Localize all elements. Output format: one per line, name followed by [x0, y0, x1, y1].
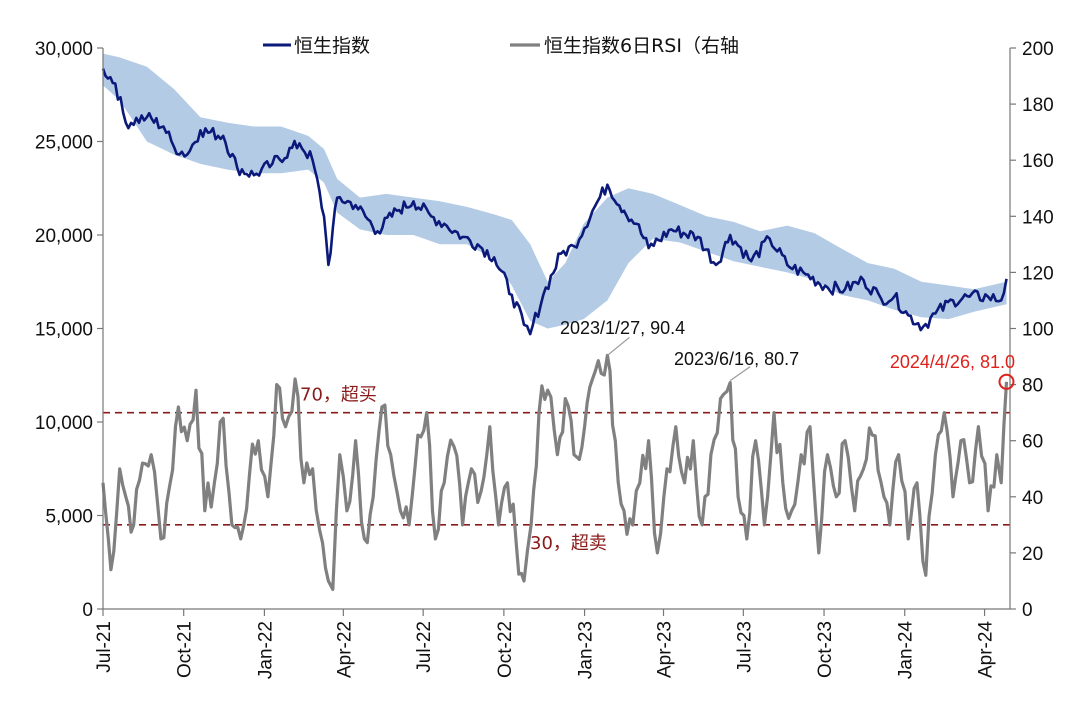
right-tick-label: 160: [1022, 151, 1054, 172]
x-tick-label: Jan-22: [255, 621, 276, 679]
annotation-leader: [606, 336, 630, 356]
band-layer: [103, 53, 1007, 329]
right-tick-label: 120: [1022, 263, 1054, 284]
right-tick-label: 180: [1022, 95, 1054, 116]
left-tick-label: 15,000: [35, 320, 93, 341]
axes-layer: 0 5,000 10,000 15,000 20,000 25,000 30,000 0 20 4…: [35, 39, 1054, 679]
threshold-label-70: 70，超买: [300, 385, 377, 406]
x-tick-label: Jul-21: [94, 621, 115, 673]
left-tick-label: 30,000: [35, 39, 93, 60]
x-tick-label: Apr-23: [655, 621, 676, 678]
right-tick-label: 20: [1022, 544, 1043, 565]
rsi-layer: [101, 353, 1009, 591]
right-tick-label: 0: [1022, 600, 1033, 621]
threshold-layer: 70，超买 30，超卖: [103, 385, 1010, 554]
x-tick-label: Jan-24: [896, 621, 917, 680]
annotation-label: 2023/6/16, 80.7: [674, 349, 799, 369]
hsi-line: [101, 68, 1008, 336]
x-tick-label: Oct-22: [495, 621, 516, 678]
legend-label-hsi: 恒生指数: [294, 35, 370, 57]
x-tick-label: Apr-24: [976, 621, 997, 678]
right-tick-label: 60: [1022, 432, 1043, 453]
x-tick-label: Oct-21: [175, 621, 196, 678]
left-tick-label: 25,000: [35, 133, 93, 154]
legend-label-rsi: 恒生指数6日RSI（右轴: [544, 35, 739, 57]
x-tick-label: Jul-22: [414, 621, 435, 673]
annotation-label: 2023/1/27, 90.4: [560, 318, 685, 338]
hsi-layer: [101, 68, 1008, 336]
left-tick-label: 20,000: [35, 226, 93, 247]
legend: 恒生指数 恒生指数6日RSI（右轴: [263, 35, 739, 57]
left-tick-label: 0: [82, 600, 93, 621]
right-tick-label: 80: [1022, 376, 1043, 397]
right-tick-label: 40: [1022, 488, 1043, 509]
rsi-line: [101, 353, 1009, 591]
annotation-layer: 2023/1/27, 90.4 2023/6/16, 80.7 2024/4/26,…: [560, 318, 1015, 390]
right-tick-label: 100: [1022, 320, 1054, 341]
x-tick-label: Oct-23: [815, 621, 836, 678]
right-tick-label: 200: [1022, 39, 1054, 60]
highlight-circle: [998, 373, 1015, 390]
x-tick-label: Apr-22: [334, 621, 355, 678]
left-tick-label: 5,000: [45, 507, 93, 528]
bollinger-band: [103, 53, 1007, 329]
annotation-leader: [729, 366, 751, 382]
x-tick-label: Jul-23: [734, 621, 755, 673]
threshold-label-30: 30，超卖: [530, 533, 607, 554]
annotation-label-highlight: 2024/4/26, 81.0: [890, 352, 1015, 372]
right-tick-label: 140: [1022, 207, 1054, 228]
left-tick-label: 10,000: [35, 413, 93, 434]
x-tick-label: Jan-23: [576, 621, 597, 679]
